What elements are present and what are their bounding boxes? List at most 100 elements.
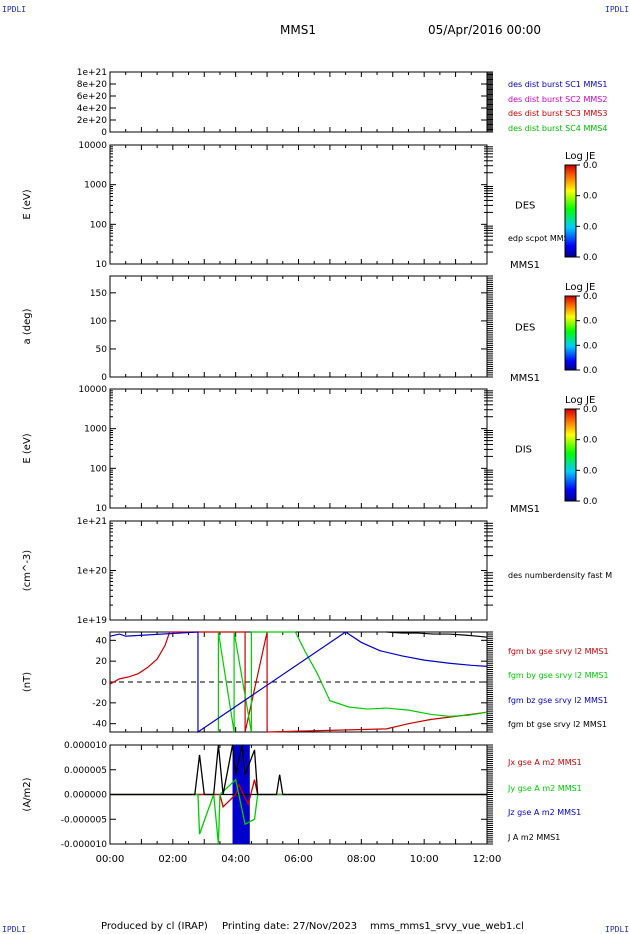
y-tick-label: 2e+20 — [77, 116, 108, 126]
panel-frame-flux — [109, 71, 488, 133]
y-tick-label: 100 — [90, 317, 107, 327]
y-tick-label: 0.000000 — [64, 791, 107, 801]
legend-entry: des dist burst SC2 MMS2 — [508, 95, 607, 104]
y-axis-label: (nT) — [22, 672, 33, 692]
y-tick-label: 10000 — [78, 385, 107, 395]
legend-entry: Jy gse A m2 MMS1 — [507, 784, 582, 793]
time-tick-label: 00:00 — [96, 854, 125, 865]
legend-entry: des numberdensity fast M — [508, 571, 612, 580]
colorbar-title: Log JE — [565, 395, 595, 406]
y-tick-label: 1e+20 — [77, 567, 108, 577]
legend-entry: des dist burst SC4 MMS4 — [508, 124, 607, 133]
y-tick-label: 100 — [90, 220, 107, 230]
instrument-label: DES — [515, 201, 535, 212]
time-tick-label: 10:00 — [410, 854, 439, 865]
y-axis-label: E (eV) — [22, 433, 33, 463]
y-tick-label: 1e+21 — [77, 517, 107, 527]
panel-frame-dis-energy — [109, 388, 488, 509]
y-tick-label: 0 — [101, 128, 107, 138]
colorbar-tick-label: 0.0 — [583, 405, 598, 415]
series-line-2 — [110, 778, 487, 845]
colorbar-tick-label: 0.0 — [583, 253, 598, 263]
colorbar-tick-label: 0.0 — [583, 366, 598, 376]
series-line-4 — [110, 744, 487, 796]
y-tick-label: 0 — [101, 678, 107, 688]
overlay-label: edp scpot MMS1 — [508, 234, 574, 243]
y-tick-label: 1e+21 — [77, 68, 107, 78]
footer-filename: mms_mms1_srvy_vue_web1.cl — [370, 921, 524, 932]
y-tick-label: 10 — [96, 504, 108, 514]
colorbar-tick-label: 0.0 — [583, 341, 598, 351]
series-line-1 — [109, 631, 488, 733]
series-line-3 — [109, 631, 488, 734]
y-axis-label: (A/m2) — [22, 777, 33, 811]
instrument-label: DES — [515, 323, 535, 334]
time-tick-label: 02:00 — [158, 854, 187, 865]
colorbar — [564, 408, 577, 502]
footer-producer: Produced by cl (IRAP) — [101, 921, 208, 932]
legend-entry: fgm bt gse srvy l2 MMS1 — [508, 720, 607, 729]
colorbar-tick-label: 0.0 — [583, 192, 598, 202]
instrument-label: DIS — [515, 445, 532, 456]
colorbar-tick-label: 0.0 — [583, 466, 598, 476]
panel-frame-des-pitch — [109, 275, 488, 378]
panels: 02e+204e+206e+208e+201e+2110100100010000… — [22, 68, 612, 865]
corner-label-bottom-left: IPDLI — [2, 925, 26, 934]
y-tick-label: 10000 — [78, 141, 107, 151]
series-line-4 — [386, 631, 488, 638]
legend-entry: des dist burst SC1 MMS1 — [508, 80, 607, 89]
y-tick-label: 4e+20 — [77, 104, 108, 114]
panel-frame-des-energy — [109, 144, 488, 265]
y-tick-label: 50 — [96, 345, 108, 355]
colorbar-title: Log JE — [565, 282, 595, 293]
y-tick-label: 0.000005 — [64, 766, 107, 776]
spacecraft-label: MMS1 — [510, 373, 540, 384]
spacecraft-label: MMS1 — [510, 504, 540, 515]
y-tick-label: 40 — [96, 636, 108, 646]
y-tick-label: 20 — [96, 657, 108, 667]
series-line-2 — [217, 631, 488, 733]
time-tick-label: 04:00 — [221, 854, 250, 865]
y-tick-label: -0.000005 — [61, 815, 107, 825]
legend-entry: J A m2 MMS1 — [507, 833, 560, 842]
y-tick-label: 150 — [90, 289, 107, 299]
colorbar — [564, 295, 577, 371]
y-axis-label: E (eV) — [22, 189, 33, 219]
panel-frame-density — [109, 520, 488, 621]
legend-entry: Jx gse A m2 MMS1 — [507, 758, 582, 767]
corner-label-bottom-right: IPDLI — [605, 925, 629, 934]
legend-entry: fgm by gse srvy l2 MMS1 — [508, 671, 609, 680]
colorbar-title: Log JE — [565, 151, 595, 162]
y-tick-label: 1e+19 — [77, 616, 108, 626]
y-tick-label: -40 — [92, 720, 107, 730]
y-tick-label: 100 — [90, 464, 107, 474]
y-tick-label: 0 — [101, 373, 107, 383]
time-tick-label: 12:00 — [473, 854, 502, 865]
y-tick-label: -20 — [92, 699, 107, 709]
footer-printing-date: Printing date: 27/Nov/2023 — [222, 921, 357, 932]
legend-entry: fgm bz gse srvy l2 MMS1 — [508, 696, 608, 705]
y-tick-label: 10 — [96, 260, 108, 270]
y-axis-label: (cm^-3) — [22, 550, 33, 591]
corner-label-top-right: IPDLI — [605, 5, 629, 14]
y-tick-label: 1000 — [84, 181, 107, 191]
time-tick-label: 06:00 — [284, 854, 313, 865]
y-tick-label: 8e+20 — [77, 80, 108, 90]
spacecraft-title: MMS1 — [280, 23, 316, 37]
legend-entry: fgm bx gse srvy l2 MMS1 — [508, 647, 609, 656]
y-axis-label: a (deg) — [22, 308, 33, 344]
series-line-1 — [110, 779, 487, 809]
date-title: 05/Apr/2016 00:00 — [428, 23, 541, 37]
colorbar-tick-label: 0.0 — [583, 292, 598, 302]
colorbar-tick-label: 0.0 — [583, 222, 598, 232]
y-tick-label: 0.000010 — [64, 741, 107, 751]
legend-entry: Jz gse A m2 MMS1 — [507, 808, 581, 817]
time-tick-label: 08:00 — [347, 854, 376, 865]
y-tick-label: 1000 — [84, 425, 107, 435]
colorbar-tick-label: 0.0 — [583, 436, 598, 446]
y-tick-label: 6e+20 — [77, 92, 108, 102]
colorbar-tick-label: 0.0 — [583, 497, 598, 507]
spacecraft-label: MMS1 — [510, 260, 540, 271]
legend-entry: des dist burst SC3 MMS3 — [508, 109, 607, 118]
